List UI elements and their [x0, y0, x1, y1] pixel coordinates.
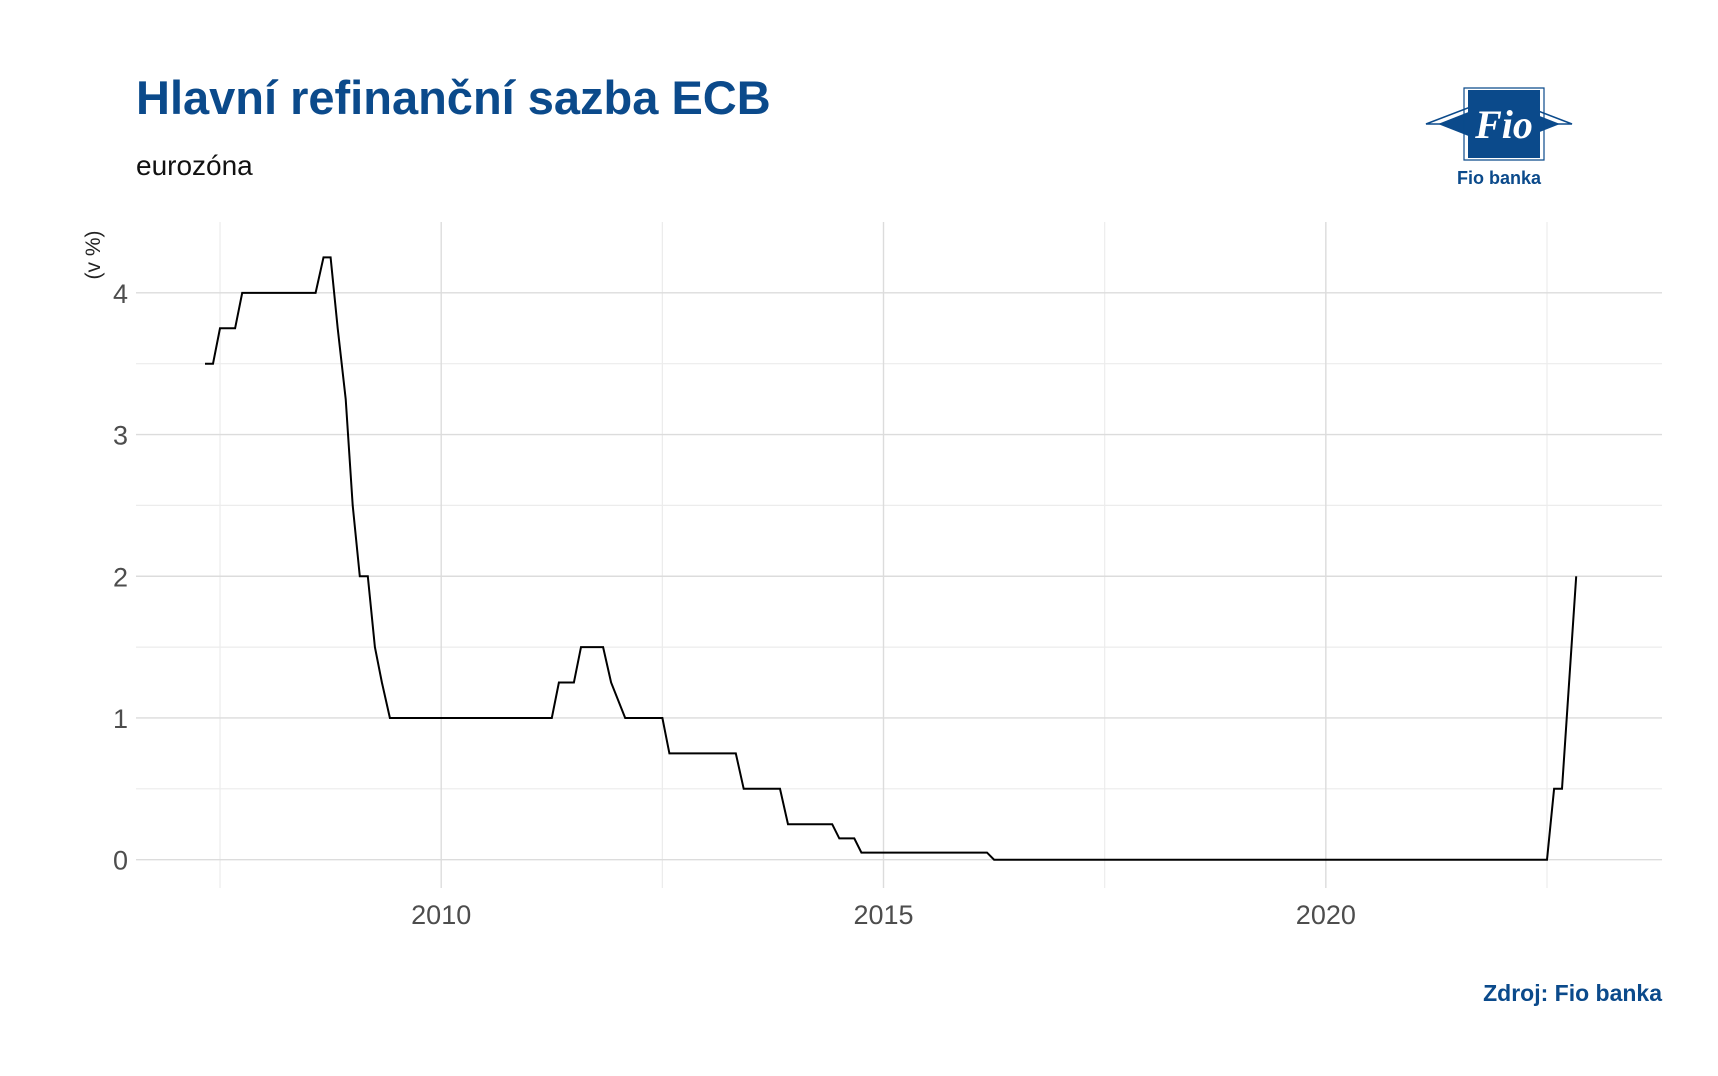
y-tick-label: 1	[113, 704, 128, 734]
x-axis: 2010 2015 2020	[411, 900, 1356, 930]
x-tick-label: 2010	[411, 900, 471, 930]
source-note: Zdroj: Fio banka	[1483, 980, 1662, 1006]
logo-label: Fio banka	[1456, 168, 1541, 188]
logo-mark-text: Fio	[1474, 102, 1533, 147]
chart-subtitle: eurozóna	[136, 150, 253, 181]
fio-banka-logo: Fio	[1425, 87, 1573, 161]
x-tick-label: 2015	[853, 900, 913, 930]
y-tick-label: 4	[113, 279, 128, 309]
y-axis: 0 1 2 3 4	[113, 279, 128, 876]
line-chart: 0 1 2 3 4 2010 2015 2020 (v %)	[82, 222, 1662, 930]
y-tick-label: 2	[113, 562, 128, 592]
y-axis-label: (v %)	[82, 231, 105, 280]
x-tick-label: 2020	[1296, 900, 1356, 930]
chart-title: Hlavní refinanční sazba ECB	[136, 71, 771, 124]
series-line	[205, 256, 1578, 861]
y-tick-label: 0	[113, 846, 128, 876]
y-tick-label: 3	[113, 421, 128, 451]
gridlines	[136, 222, 1662, 888]
